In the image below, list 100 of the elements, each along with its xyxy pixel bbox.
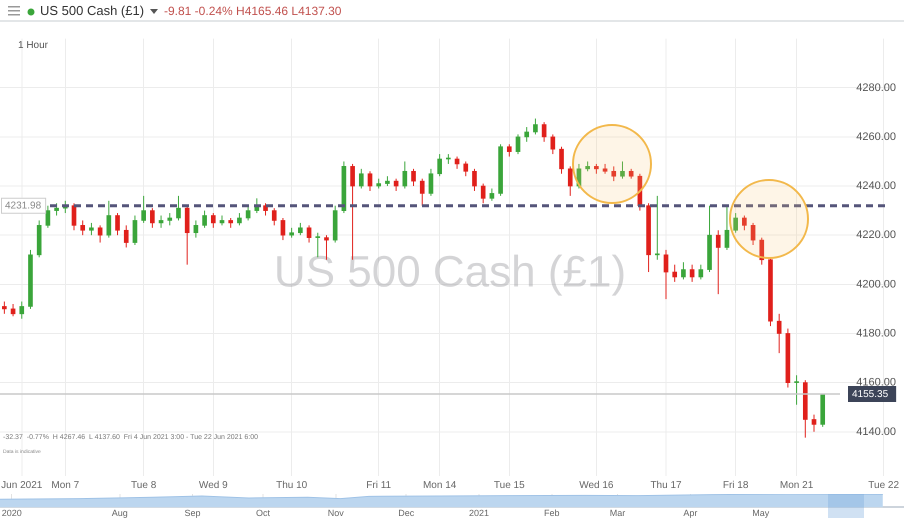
annotation: 1 Hour bbox=[18, 40, 49, 51]
candlestick bbox=[263, 202, 268, 216]
candlestick bbox=[463, 160, 468, 177]
candlestick bbox=[402, 160, 408, 189]
chart-subtitle: -9.81 -0.24% H4165.46 L4137.30 bbox=[164, 4, 342, 18]
candlestick bbox=[776, 313, 782, 354]
candlestick bbox=[19, 301, 24, 320]
candlestick bbox=[733, 212, 738, 234]
ref-line-label: 4155.35 bbox=[852, 388, 889, 400]
x-tick-label: Thu 17 bbox=[650, 480, 682, 491]
x-tick-label: Feb bbox=[544, 508, 560, 518]
x-tick-label: Tue 22 bbox=[868, 480, 900, 491]
candlestick bbox=[176, 195, 181, 221]
x-tick-label: May bbox=[752, 508, 770, 518]
candlestick bbox=[724, 205, 730, 250]
candlestick bbox=[394, 178, 398, 192]
candlestick bbox=[446, 154, 451, 164]
candlestick bbox=[220, 215, 224, 226]
candlestick bbox=[89, 222, 94, 236]
candlestick bbox=[298, 222, 303, 236]
candlestick bbox=[194, 220, 198, 238]
candlestick bbox=[376, 178, 382, 189]
candlestick bbox=[115, 212, 120, 236]
candlestick bbox=[246, 205, 250, 221]
x-tick-label: Mon 21 bbox=[780, 480, 814, 491]
candlestick bbox=[664, 249, 668, 300]
candlestick bbox=[2, 301, 7, 314]
x-tick-label: Apr bbox=[683, 508, 698, 518]
candlestick bbox=[141, 195, 146, 224]
y-tick-label: 4280.00 bbox=[856, 82, 896, 94]
candlestick bbox=[620, 160, 625, 180]
candlestick bbox=[80, 220, 86, 236]
x-tick-label: Oct bbox=[256, 508, 270, 518]
candlestick bbox=[98, 224, 102, 244]
candlestick bbox=[550, 134, 556, 155]
candlestick bbox=[280, 217, 286, 241]
candlestick bbox=[411, 168, 416, 187]
candlestick bbox=[681, 262, 686, 280]
candlestick bbox=[289, 227, 294, 238]
chart-title: US 500 Cash (£1) bbox=[40, 3, 144, 18]
y-tick-label: 4180.00 bbox=[856, 328, 896, 340]
candlestick bbox=[124, 224, 129, 248]
candlestick bbox=[672, 264, 678, 282]
y-tick-label: 4200.00 bbox=[856, 278, 896, 290]
x-tick-label: Aug bbox=[112, 508, 128, 518]
candlestick bbox=[690, 264, 694, 282]
candlestick bbox=[812, 414, 816, 432]
candlestick bbox=[358, 168, 364, 189]
candlestick bbox=[437, 154, 442, 177]
x-tick-label: Fri 11 bbox=[366, 480, 392, 491]
x-tick-label: Fri 18 bbox=[722, 480, 749, 491]
x-tick-label: Sep bbox=[184, 508, 201, 518]
candlestick bbox=[228, 217, 234, 228]
candlestick bbox=[698, 264, 704, 280]
candlestick bbox=[542, 122, 546, 142]
candlestick bbox=[454, 156, 460, 170]
y-tick-label: 4240.00 bbox=[856, 180, 896, 192]
candlestick bbox=[559, 146, 564, 174]
candlestick bbox=[611, 166, 616, 182]
x-tick-label: Dec bbox=[398, 508, 415, 518]
candlestick bbox=[72, 202, 76, 231]
y-tick-label: 4140.00 bbox=[856, 426, 896, 438]
ref-line-label: 4231.98 bbox=[5, 200, 42, 212]
x-tick-label: Tue 15 bbox=[494, 480, 526, 491]
candlestick bbox=[759, 237, 764, 266]
candlestick bbox=[533, 118, 538, 135]
x-tick-label: Tue 8 bbox=[131, 480, 157, 491]
candlestick bbox=[585, 160, 590, 172]
y-tick-label: 4220.00 bbox=[856, 229, 896, 242]
candlestick bbox=[385, 176, 390, 187]
candlestick bbox=[237, 212, 242, 226]
candlestick bbox=[202, 210, 207, 228]
candlestick bbox=[568, 166, 573, 196]
candlestick bbox=[480, 183, 486, 204]
x-tick-label: Wed 16 bbox=[579, 480, 614, 491]
x-tick-label: 2020 bbox=[2, 508, 22, 518]
candlestick bbox=[524, 126, 530, 142]
candlestick bbox=[132, 215, 138, 246]
candlestick bbox=[167, 212, 172, 226]
candlestick bbox=[150, 208, 155, 228]
candlestick bbox=[594, 163, 599, 174]
x-tick-label: Mon 14 bbox=[422, 480, 457, 491]
y-tick-label: 4160.00 bbox=[856, 376, 896, 389]
candlestick bbox=[490, 188, 494, 202]
candlestick bbox=[420, 178, 425, 206]
candlestick bbox=[10, 303, 16, 317]
candlestick bbox=[46, 205, 50, 228]
candlestick bbox=[428, 168, 434, 196]
candlestick bbox=[576, 163, 582, 189]
x-tick-label: Mar bbox=[610, 508, 626, 518]
candlestick bbox=[472, 168, 477, 192]
x-tick-label: 2021 bbox=[468, 508, 490, 518]
x-tick-label: Mon 7 bbox=[51, 480, 80, 491]
candlestick bbox=[602, 163, 608, 174]
candlestick bbox=[106, 200, 112, 238]
y-tick-label: 4260.00 bbox=[856, 130, 896, 143]
candlestick bbox=[272, 208, 277, 226]
candlestick bbox=[750, 222, 756, 246]
candlestick bbox=[210, 212, 216, 228]
candlestick bbox=[506, 144, 512, 158]
